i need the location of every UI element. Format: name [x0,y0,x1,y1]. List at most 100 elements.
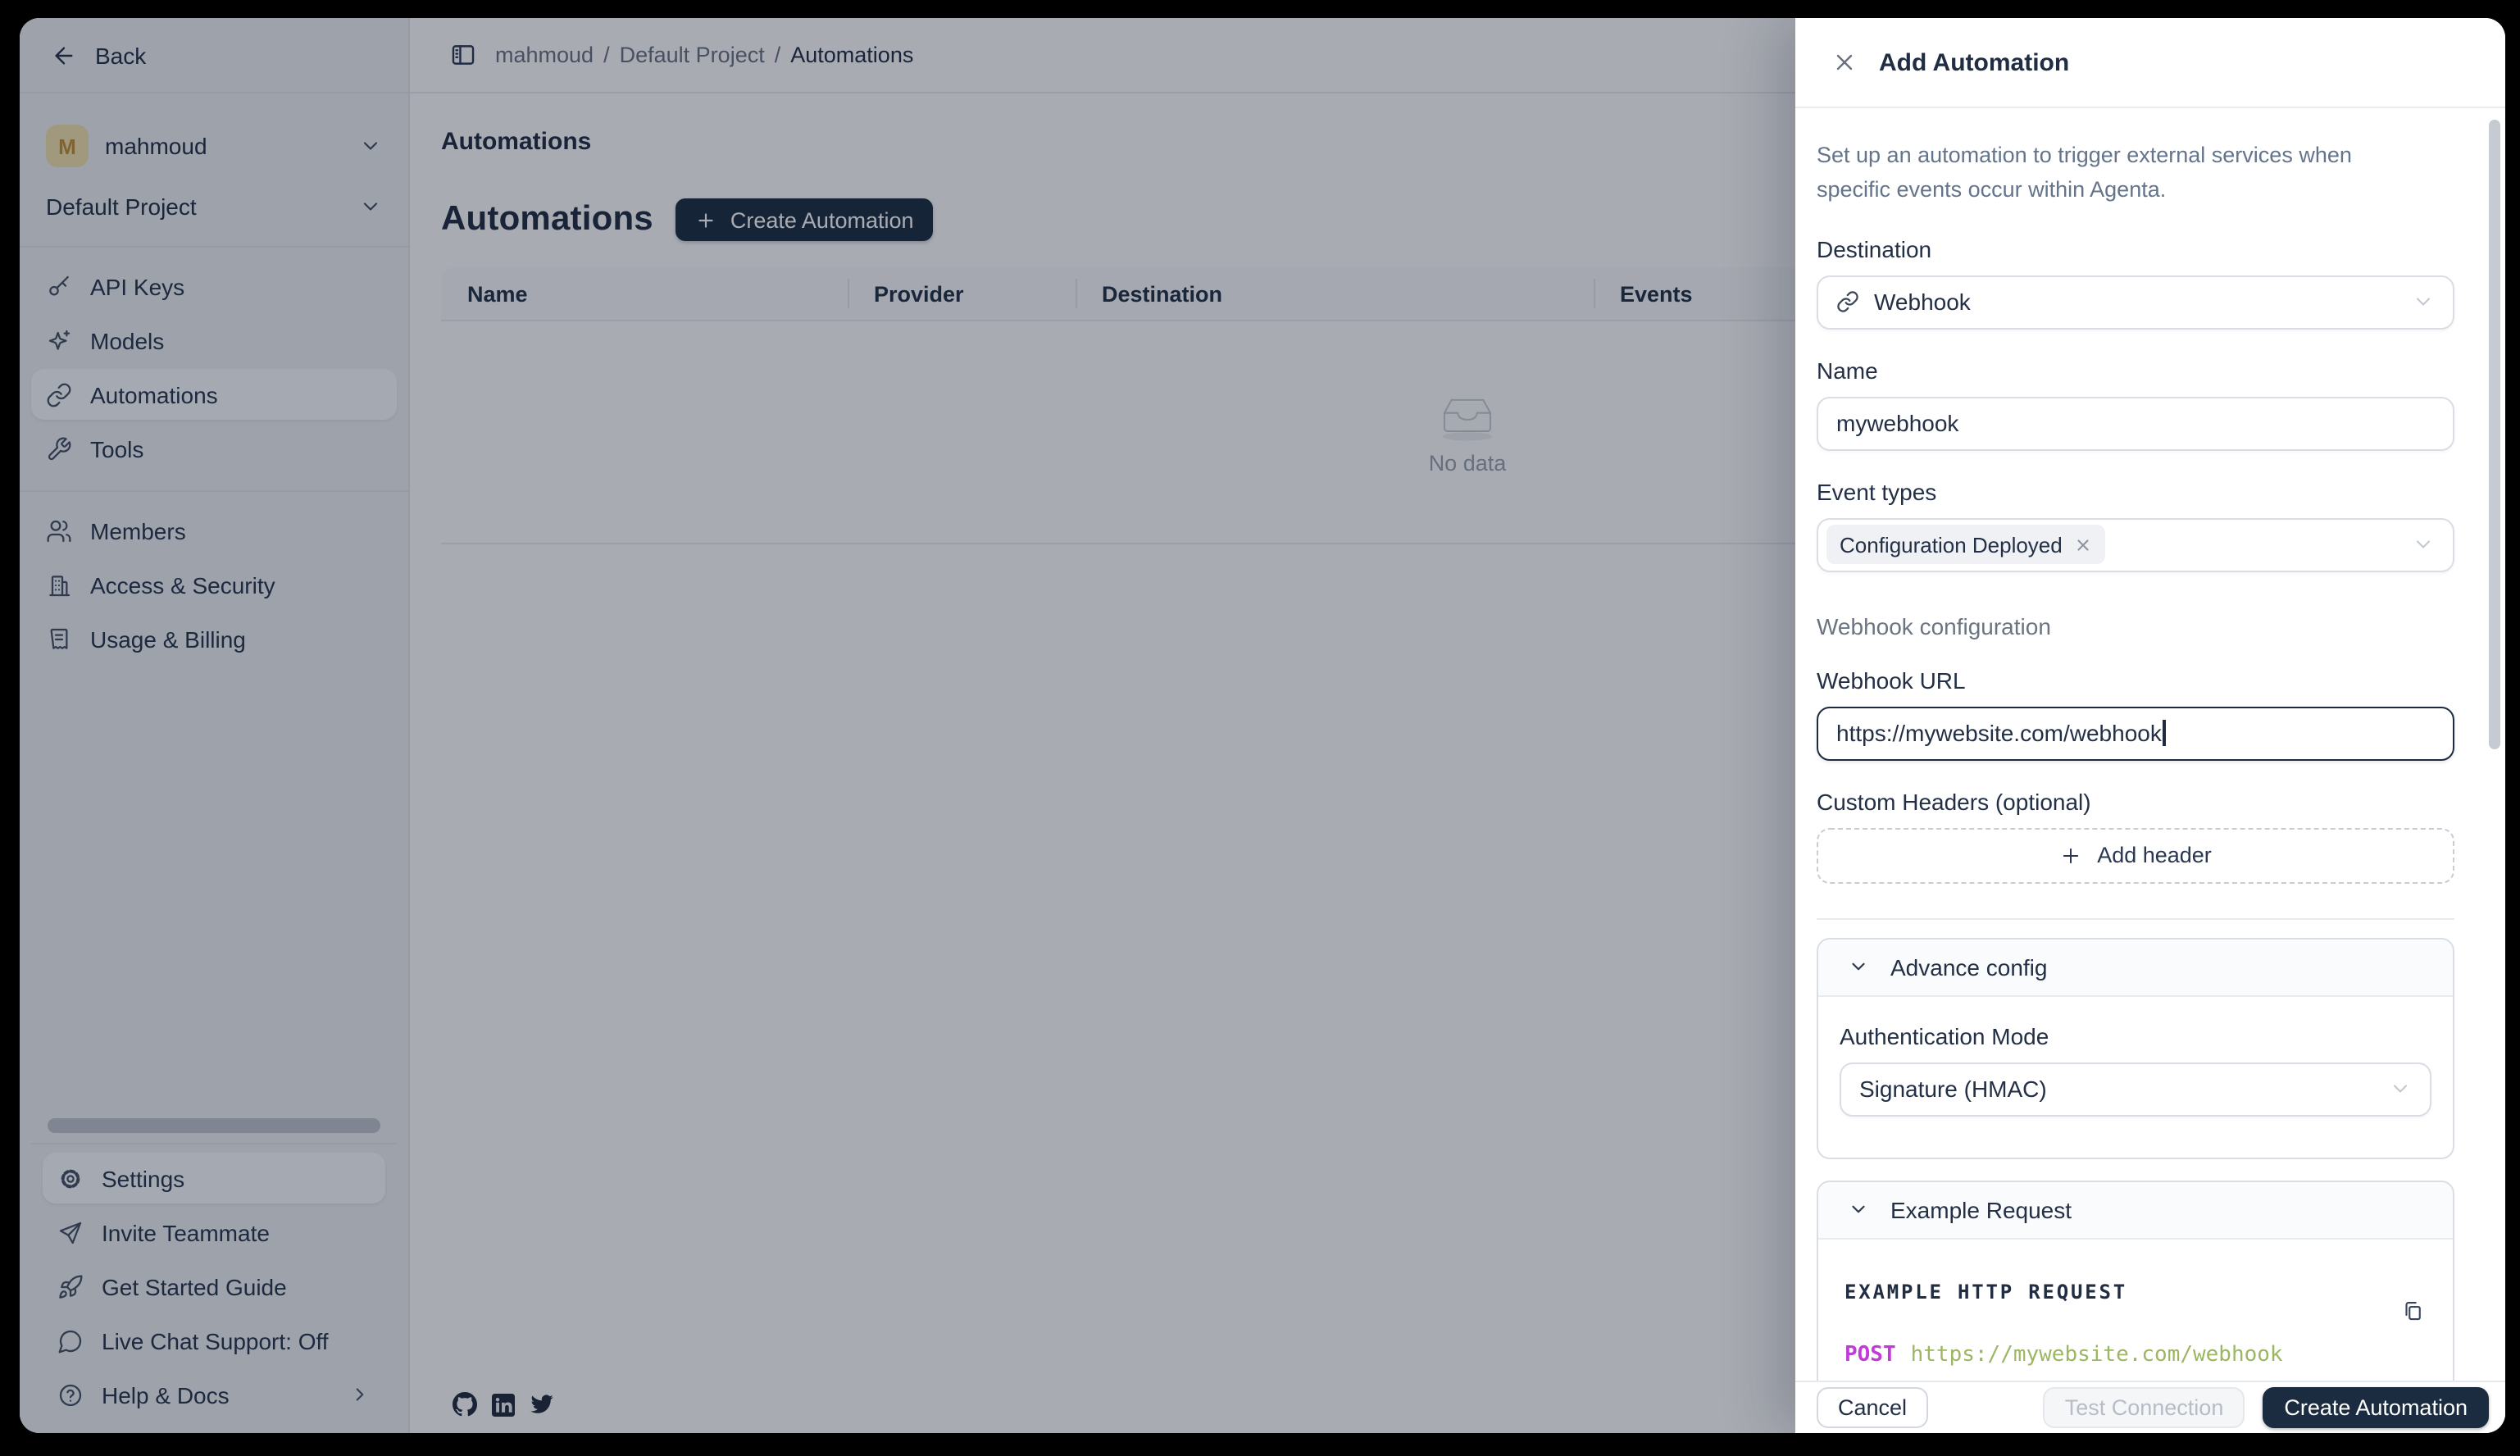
app-window: Back M mahmoud Default Project API Keys [20,18,2505,1433]
sidebar-item-label: Access & Security [90,571,275,598]
sidebar-item-members[interactable]: Members [31,505,397,556]
github-icon [453,1392,477,1417]
sidebar-item-access-security[interactable]: Access & Security [31,559,397,610]
name-value: mywebhook [1836,410,1959,437]
project-selector[interactable]: Default Project [31,180,397,233]
sidebar-item-automations[interactable]: Automations [31,369,397,420]
divider [20,246,408,248]
sidebar-item-invite-teammate[interactable]: Invite Teammate [43,1207,385,1258]
breadcrumb-separator: / [603,43,610,67]
sidebar-item-usage-billing[interactable]: Usage & Billing [31,613,397,664]
breadcrumb-project[interactable]: Default Project [619,43,765,67]
create-automation-submit-button[interactable]: Create Automation [2263,1387,2489,1428]
text-cursor [2163,720,2166,747]
request-url: https://mywebsite.com/webhook [1910,1342,2283,1367]
sidebar-toggle-icon[interactable] [449,41,477,69]
gear-icon [57,1165,84,1191]
arrow-left-icon [55,46,73,64]
users-icon [46,517,72,544]
chevron-down-icon [1848,957,1869,978]
twitter-link[interactable] [530,1392,554,1417]
auth-mode-value: Signature (HMAC) [1859,1076,2047,1103]
webhook-url-input[interactable]: https://mywebsite.com/webhook [1817,706,2454,761]
create-automation-label: Create Automation [730,207,914,232]
sidebar-item-label: Help & Docs [102,1381,230,1408]
sidebar-item-settings[interactable]: Settings [43,1153,385,1203]
column-header-destination[interactable]: Destination [1076,267,1594,320]
heading-row: Automations Create Automation [441,198,2505,241]
close-button[interactable] [1831,49,1858,75]
sparkles-icon [46,327,72,353]
sidebar-item-models[interactable]: Models [31,315,397,366]
automations-page: Automations Automations Create Automatio… [410,93,2505,544]
sidebar-item-label: Settings [102,1165,185,1191]
building-icon [46,571,72,598]
sidebar-horizontal-scrollbar[interactable] [48,1118,380,1133]
cancel-button[interactable]: Cancel [1817,1387,1929,1428]
sidebar-item-label: Automations [90,381,218,407]
copy-icon [2405,1301,2421,1320]
sidebar-item-label: Invite Teammate [102,1219,270,1245]
drawer-scrollbar-thumb[interactable] [2489,120,2500,749]
advance-config-header[interactable]: Advance config [1818,939,2453,997]
page-title: Automations [441,128,592,156]
add-header-button[interactable]: Add header [1817,827,2454,884]
test-connection-button[interactable]: Test Connection [2043,1387,2245,1428]
sidebar-item-api-keys[interactable]: API Keys [31,261,397,312]
column-header-events[interactable]: Events [1594,267,2494,320]
plus-icon [2059,844,2082,867]
sidebar-item-tools[interactable]: Tools [31,423,397,474]
breadcrumb-workspace[interactable]: mahmoud [495,43,594,67]
drawer-description: Set up an automation to trigger external… [1817,143,2352,202]
http-method: POST [1845,1342,1896,1367]
back-label: Back [95,42,147,68]
chevron-down-icon [1848,1199,1869,1221]
sidebar-footer: Settings Invite Teammate Get Started Gui… [31,1118,397,1433]
code-request-line: POST https://mywebsite.com/webhook [1845,1343,2427,1367]
sidebar-item-help-docs[interactable]: Help & Docs [43,1369,385,1420]
linkedin-icon [492,1393,515,1416]
create-automation-button[interactable]: Create Automation [675,198,934,241]
name-input[interactable]: mywebhook [1817,396,2454,451]
name-label: Name [1817,357,1878,384]
destination-label: Destination [1817,235,1932,262]
linkedin-link[interactable] [492,1393,515,1416]
chevron-down-icon [363,202,378,211]
event-types-select[interactable]: Configuration Deployed [1817,517,2454,572]
section-heading: Automations [441,200,653,238]
help-circle-icon [57,1381,84,1408]
social-links [453,1392,554,1417]
sidebar-item-label: Get Started Guide [102,1273,287,1299]
github-link[interactable] [453,1392,477,1417]
column-header-provider[interactable]: Provider [848,267,1076,320]
avatar: M [46,125,89,167]
sidebar-item-get-started-guide[interactable]: Get Started Guide [43,1261,385,1312]
example-request-header[interactable]: Example Request [1818,1181,2453,1240]
link-icon [46,381,72,407]
sidebar: Back M mahmoud Default Project API Keys [20,18,410,1433]
advance-config-body: Authentication Mode Signature (HMAC) [1818,997,2453,1158]
sidebar-item-label: Live Chat Support: Off [102,1327,329,1354]
copy-button[interactable] [2397,1295,2428,1326]
advance-config-title: Advance config [1890,953,2048,981]
twitter-icon [530,1395,553,1413]
custom-headers-label: Custom Headers (optional) [1817,788,2091,815]
breadcrumb-current: Automations [790,43,914,67]
event-type-tag-label: Configuration Deployed [1840,532,2063,557]
wrench-icon [46,435,72,462]
drawer-footer: Cancel Test Connection Create Automation [1795,1381,2505,1433]
destination-value: Webhook [1874,289,1971,316]
chevron-down-icon [2389,1078,2412,1101]
destination-select[interactable]: Webhook [1817,275,2454,330]
auth-mode-select[interactable]: Signature (HMAC) [1840,1062,2431,1117]
back-button[interactable]: Back [20,18,408,93]
webhook-url-value: https://mywebsite.com/webhook [1836,720,2162,747]
workspace-selector[interactable]: M mahmoud [31,120,397,172]
divider [1817,917,2454,920]
sidebar-item-live-chat-support[interactable]: Live Chat Support: Off [43,1315,385,1366]
remove-tag-icon[interactable] [2074,536,2092,554]
divider [31,1143,397,1144]
drawer-body: Set up an automation to trigger external… [1795,108,2505,1381]
example-request-panel: Example Request EXAMPLE HTTP REQUEST POS… [1817,1180,2454,1381]
column-header-name[interactable]: Name [467,281,528,306]
